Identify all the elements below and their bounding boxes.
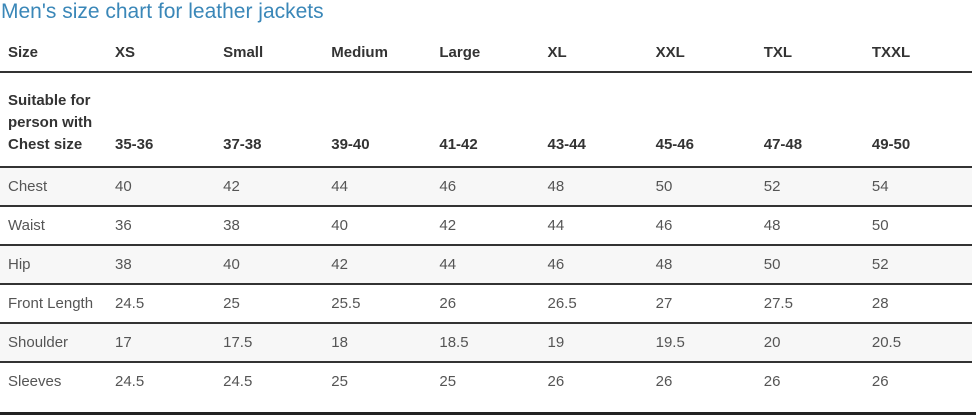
table-cell: 54 [863,167,972,207]
column-header: Size [0,34,107,73]
table-row: Sleeves 24.5 24.5 25 25 26 26 26 26 [0,362,972,400]
table-cell: 19 [539,323,648,363]
table-cell: 26 [763,373,781,390]
table-cell: 26.5 [539,284,648,324]
table-cell: 20.5 [863,323,972,363]
table-cell: 46 [647,206,756,246]
chest-size-cell: 35-36 [107,72,216,168]
table-cell: 42 [431,206,540,246]
table-cell: 40 [215,245,324,285]
table-body: Chest 40 42 44 46 48 50 52 54 Waist 36 38 40 42 44 46 48… [0,167,972,400]
table-cell: 44 [323,167,432,207]
table-cell: 40 [323,206,432,246]
size-table: Size XS Small Medium Large XL XXL TXL TXXL Suita… [0,34,972,400]
table-cell: 48 [647,245,756,285]
table-cell: 44 [539,206,648,246]
table-bottom-rule [0,412,976,415]
chest-size-cell: 43-44 [539,72,648,168]
table-row: Front Length 24.5 25 25.5 26 26.5 27 27.5 28 [0,284,972,324]
table-row: Hip 38 40 42 44 46 48 50 52 [0,245,972,285]
table-cell: 18.5 [431,323,540,363]
table-row: Chest 40 42 44 46 48 50 52 54 [0,167,972,207]
table-cell: 46 [431,167,540,207]
table-cell: 36 [107,206,216,246]
table-cell: 17 [107,323,216,363]
table-row: Shoulder 17 17.5 18 18.5 19 19.5 20 20.5 [0,323,972,363]
table-cell: 26 [431,284,540,324]
table-head: Size XS Small Medium Large XL XXL TXL TXXL Suita… [0,34,972,168]
table-cell: 24.5 [223,373,253,390]
table-cell: 38 [107,245,216,285]
row-label: Hip [0,245,107,285]
chest-size-cell: Suitable for person with Chest size [0,72,107,168]
row-label: Shoulder [0,323,107,363]
chest-size-cell: 41-42 [431,72,540,168]
chest-size-cell: 47-48 [755,72,864,168]
column-header: XS [107,34,216,73]
column-header: XL [539,34,648,73]
subheader-row: Suitable for person with Chest size 35-36… [0,72,972,168]
table-cell: 48 [539,167,648,207]
table-cell: 42 [323,245,432,285]
table-cell: 25.5 [323,284,432,324]
table-cell: 48 [755,206,864,246]
table-cell: 25 [439,373,457,390]
row-label: Waist [0,206,107,246]
table-cell: 52 [755,167,864,207]
table-row: Waist 36 38 40 42 44 46 48 50 [0,206,972,246]
table-cell: 17.5 [215,323,324,363]
table-cell: 40 [107,167,216,207]
table-cell: 52 [863,245,972,285]
header-row: Size XS Small Medium Large XL XXL TXL TXXL [0,34,972,73]
table-cell: 26 [871,373,889,390]
column-header: TXL [755,34,864,73]
table-cell: 26 [547,373,565,390]
chest-size-cell: 37-38 [215,72,324,168]
table-cell: 20 [755,323,864,363]
row-label: Chest [0,167,107,207]
table-cell: 38 [215,206,324,246]
row-label: Front Length [0,284,107,324]
chest-size-cell: 49-50 [863,72,972,168]
table-cell: 50 [755,245,864,285]
table-cell: 24.5 [115,373,145,390]
table-cell: 25 [331,373,348,390]
table-cell: 19.5 [647,323,756,363]
table-cell: 26 [655,373,673,390]
table-cell: 18 [323,323,432,363]
column-header: TXXL [863,34,972,73]
table-cell: 44 [431,245,540,285]
table-cell: 42 [215,167,324,207]
table-cell: 27.5 [755,284,864,324]
column-header: Large [431,34,540,73]
column-header: XXL [647,34,756,73]
table-cell: 25 [215,284,324,324]
chest-size-cell: 45-46 [647,72,756,168]
chest-size-cell: 39-40 [323,72,432,168]
table-cell: 24.5 [107,284,216,324]
table-cell: 50 [863,206,972,246]
column-header: Small [215,34,324,73]
table-cell: 46 [539,245,648,285]
page-title: Men's size chart for leather jackets [1,0,324,23]
table-cell: 28 [863,284,972,324]
row-label: Sleeves [8,373,62,390]
column-header: Medium [323,34,432,73]
table-cell: 50 [647,167,756,207]
table-cell: 27 [647,284,756,324]
